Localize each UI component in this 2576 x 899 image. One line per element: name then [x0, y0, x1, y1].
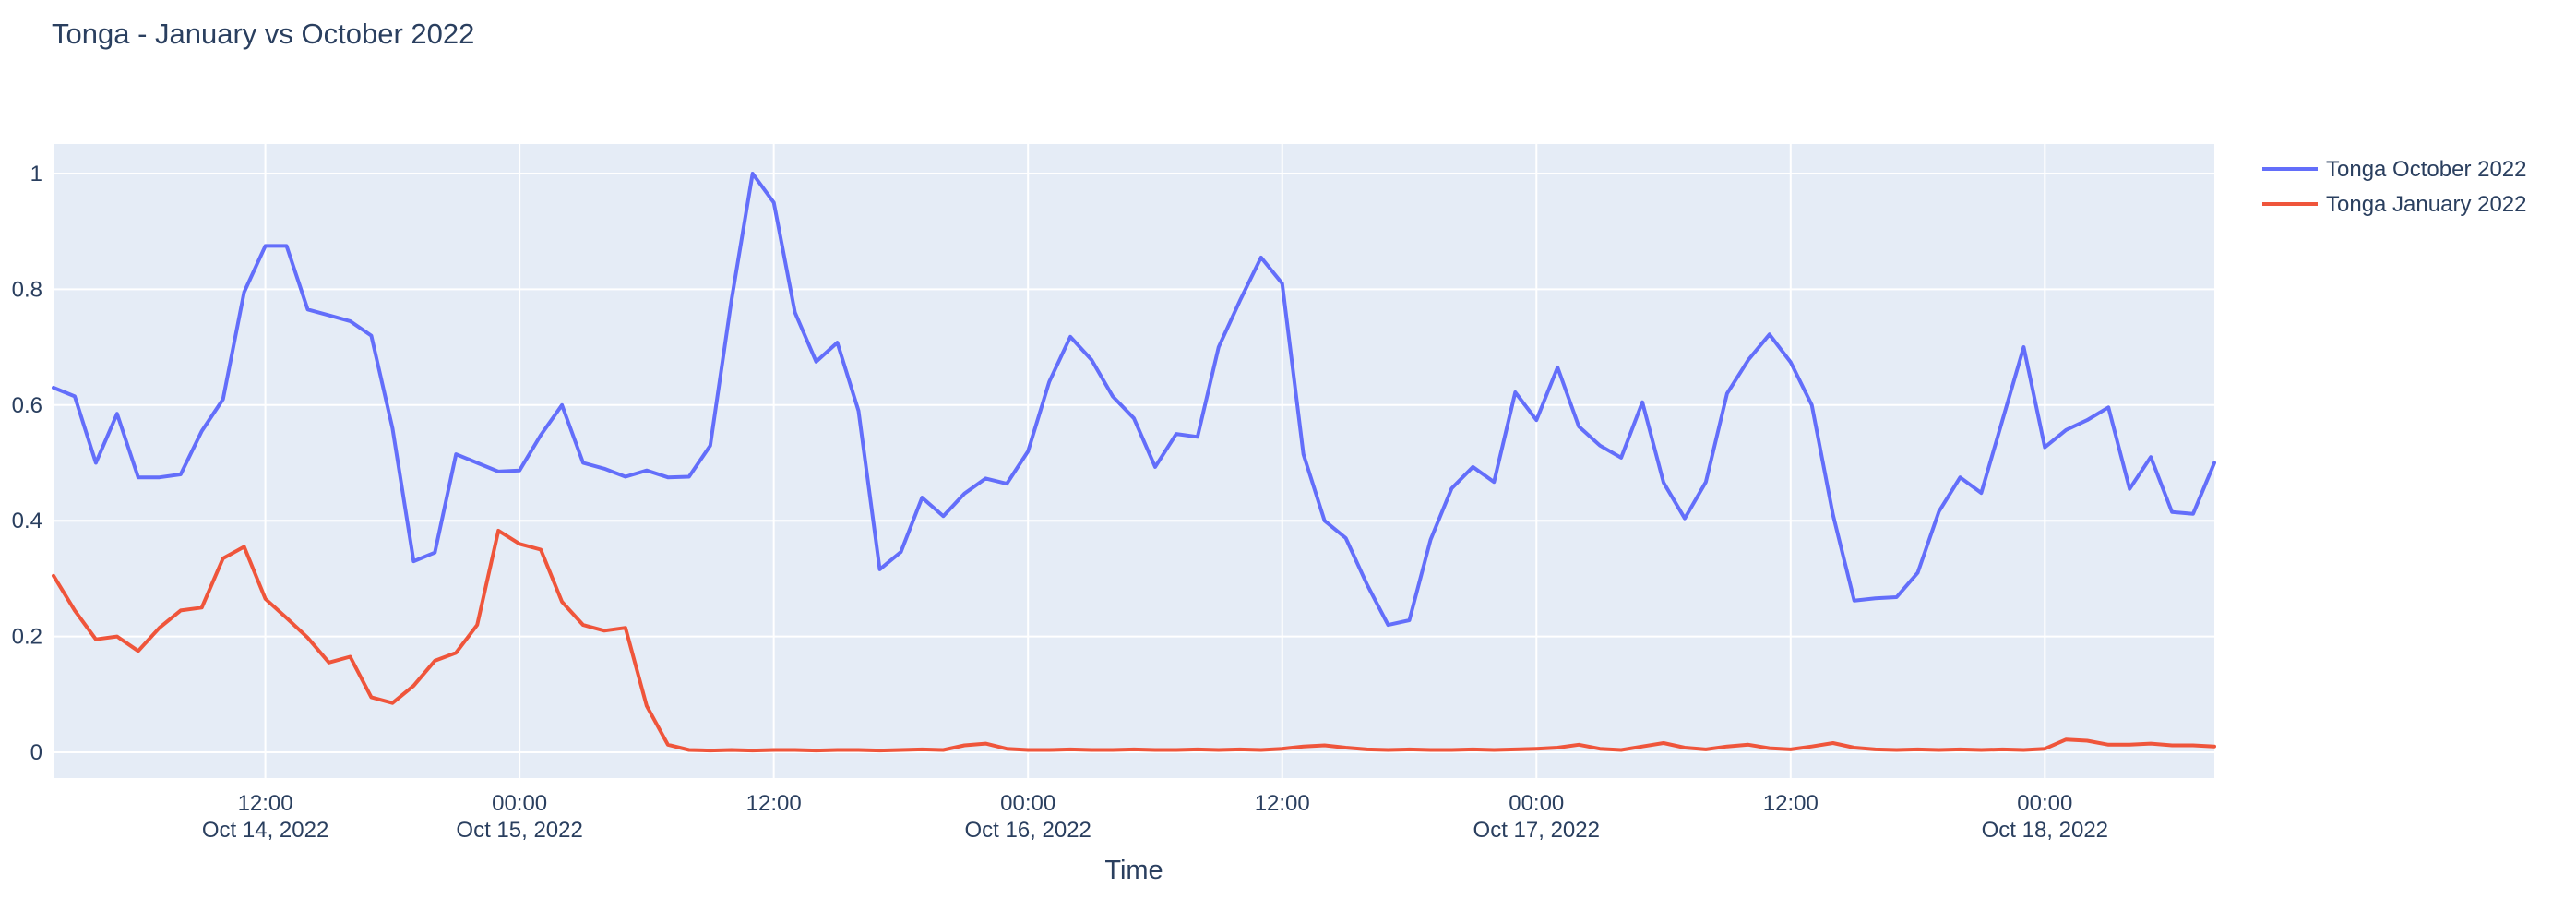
- x-tick-time-label: 12:00: [1255, 791, 1310, 816]
- legend-label-october: Tonga October 2022: [2326, 157, 2527, 182]
- y-tick-label: 0.4: [12, 509, 42, 533]
- x-tick-date-label: Oct 14, 2022: [202, 818, 328, 843]
- x-tick-time-label: 12:00: [746, 791, 802, 816]
- y-tick-label: 0: [30, 740, 42, 765]
- x-tick-time-label: 00:00: [2017, 791, 2072, 816]
- series-line-october[interactable]: [52, 172, 2216, 628]
- chart-title: Tonga - January vs October 2022: [52, 18, 474, 50]
- x-tick-date-label: Oct 16, 2022: [964, 818, 1091, 843]
- x-tick-time-label: 00:00: [1509, 791, 1564, 816]
- x-tick-time-label: 00:00: [492, 791, 547, 816]
- legend-label-january: Tonga January 2022: [2326, 192, 2527, 217]
- x-tick-date-label: Oct 18, 2022: [1982, 818, 2108, 843]
- x-axis-title: Time: [1104, 856, 1163, 885]
- x-tick-date-label: Oct 15, 2022: [456, 818, 582, 843]
- x-tick-time-label: 00:00: [1000, 791, 1055, 816]
- y-tick-label: 0.2: [12, 625, 42, 650]
- legend-item-october[interactable]: Tonga October 2022: [2262, 157, 2527, 182]
- y-tick-label: 0.8: [12, 277, 42, 302]
- legend-item-january[interactable]: Tonga January 2022: [2262, 192, 2527, 217]
- x-gridlines: [264, 144, 2046, 778]
- legend: Tonga October 2022 Tonga January 2022: [2262, 157, 2527, 217]
- x-tick-date-label: Oct 17, 2022: [1473, 818, 1600, 843]
- y-gridlines: [54, 173, 2214, 753]
- x-tick-time-label: 12:00: [238, 791, 293, 816]
- x-tick-time-label: 12:00: [1763, 791, 1819, 816]
- plot-area[interactable]: [54, 144, 2214, 778]
- y-tick-label: 1: [30, 162, 42, 186]
- series-line-january[interactable]: [52, 528, 2216, 753]
- y-tick-label: 0.6: [12, 393, 42, 418]
- y-tick-labels: 0 0.2 0.4 0.6 0.8 1: [12, 162, 42, 765]
- series-lines: [52, 172, 2216, 753]
